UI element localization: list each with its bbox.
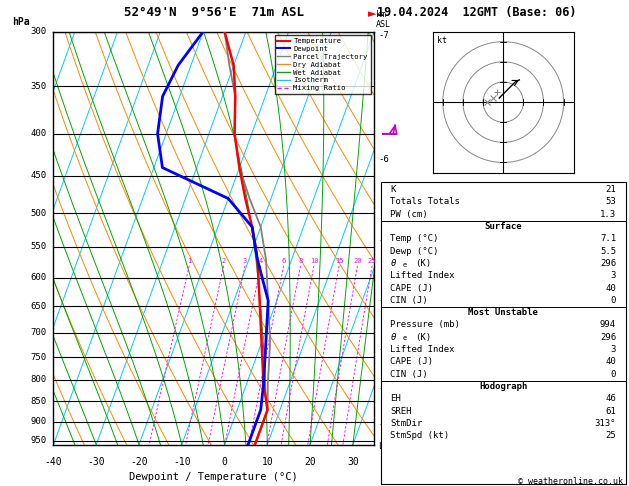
Text: 0: 0 <box>611 370 616 379</box>
Text: CIN (J): CIN (J) <box>391 370 428 379</box>
Text: 300: 300 <box>30 27 47 36</box>
Text: -30: -30 <box>87 457 105 467</box>
Text: 400: 400 <box>30 129 47 138</box>
Text: 550: 550 <box>30 243 47 251</box>
Text: 53: 53 <box>605 197 616 207</box>
Text: 2: 2 <box>221 258 226 264</box>
Text: 950: 950 <box>30 436 47 446</box>
Text: 4: 4 <box>259 258 263 264</box>
Text: 7.1: 7.1 <box>600 234 616 243</box>
Text: -3: -3 <box>378 346 389 354</box>
Text: kt: kt <box>437 36 447 45</box>
Text: K: K <box>391 185 396 194</box>
Text: 5.5: 5.5 <box>600 246 616 256</box>
Text: 750: 750 <box>30 352 47 362</box>
Text: Dewp (°C): Dewp (°C) <box>391 246 439 256</box>
Text: -6: -6 <box>378 155 389 164</box>
Text: -7: -7 <box>378 31 389 40</box>
Text: Most Unstable: Most Unstable <box>468 308 538 317</box>
Text: 52°49'N  9°56'E  71m ASL: 52°49'N 9°56'E 71m ASL <box>124 6 304 19</box>
Text: 296: 296 <box>600 333 616 342</box>
Text: StmDir: StmDir <box>391 419 423 428</box>
Text: (K): (K) <box>415 333 431 342</box>
Text: 25: 25 <box>368 258 376 264</box>
Text: hPa: hPa <box>13 17 30 27</box>
Text: 313°: 313° <box>594 419 616 428</box>
Text: Totals Totals: Totals Totals <box>391 197 460 207</box>
Text: 0: 0 <box>221 457 228 467</box>
Text: CAPE (J): CAPE (J) <box>391 283 433 293</box>
Text: 450: 450 <box>30 171 47 180</box>
Text: θ: θ <box>391 259 396 268</box>
Text: e: e <box>403 335 407 342</box>
Text: 900: 900 <box>30 417 47 426</box>
Text: (K): (K) <box>415 259 431 268</box>
Text: 21: 21 <box>605 185 616 194</box>
Text: Surface: Surface <box>484 222 522 231</box>
Text: 61: 61 <box>605 406 616 416</box>
Text: 3: 3 <box>611 271 616 280</box>
Text: 850: 850 <box>30 397 47 406</box>
Text: PW (cm): PW (cm) <box>391 210 428 219</box>
Text: 25: 25 <box>605 431 616 440</box>
Text: Dewpoint / Temperature (°C): Dewpoint / Temperature (°C) <box>130 471 298 482</box>
Text: -4: -4 <box>378 296 389 305</box>
Text: θ: θ <box>391 333 396 342</box>
Text: 15: 15 <box>335 258 343 264</box>
Text: e: e <box>403 261 407 268</box>
Text: 10: 10 <box>262 457 273 467</box>
Text: 500: 500 <box>30 208 47 218</box>
Text: 700: 700 <box>30 328 47 337</box>
Text: EH: EH <box>391 394 401 403</box>
Text: StmSpd (kt): StmSpd (kt) <box>391 431 450 440</box>
Text: Pressure (mb): Pressure (mb) <box>391 320 460 330</box>
Text: 20: 20 <box>353 258 362 264</box>
Text: 0: 0 <box>611 296 616 305</box>
Text: Lifted Index: Lifted Index <box>391 271 455 280</box>
Text: Hodograph: Hodograph <box>479 382 527 391</box>
Text: 1.3: 1.3 <box>600 210 616 219</box>
Text: 296: 296 <box>600 259 616 268</box>
Text: 1: 1 <box>187 258 191 264</box>
Text: -1: -1 <box>378 420 389 429</box>
Text: 8: 8 <box>298 258 303 264</box>
Text: 10: 10 <box>309 258 318 264</box>
Text: 994: 994 <box>600 320 616 330</box>
Text: 6: 6 <box>282 258 286 264</box>
Text: -40: -40 <box>45 457 62 467</box>
Text: 600: 600 <box>30 273 47 282</box>
Text: Temp (°C): Temp (°C) <box>391 234 439 243</box>
Text: 30: 30 <box>347 457 359 467</box>
Text: 40: 40 <box>605 283 616 293</box>
Text: 19.04.2024  12GMT (Base: 06): 19.04.2024 12GMT (Base: 06) <box>377 6 577 19</box>
Text: 800: 800 <box>30 376 47 384</box>
Text: 350: 350 <box>30 82 47 91</box>
Text: 40: 40 <box>605 357 616 366</box>
Text: CAPE (J): CAPE (J) <box>391 357 433 366</box>
FancyBboxPatch shape <box>381 182 626 484</box>
Text: km
ASL: km ASL <box>376 10 391 29</box>
Text: -5: -5 <box>378 236 389 245</box>
Text: Lifted Index: Lifted Index <box>391 345 455 354</box>
Text: CIN (J): CIN (J) <box>391 296 428 305</box>
Text: 20: 20 <box>304 457 316 467</box>
Text: ►: ► <box>367 9 376 19</box>
Text: © weatheronline.co.uk: © weatheronline.co.uk <box>518 476 623 486</box>
Text: -2: -2 <box>378 384 389 393</box>
Text: 3: 3 <box>611 345 616 354</box>
Text: 46: 46 <box>605 394 616 403</box>
Legend: Temperature, Dewpoint, Parcel Trajectory, Dry Adiabat, Wet Adiabat, Isotherm, Mi: Temperature, Dewpoint, Parcel Trajectory… <box>275 35 370 94</box>
Text: -10: -10 <box>173 457 191 467</box>
Text: 650: 650 <box>30 302 47 311</box>
Text: SREH: SREH <box>391 406 412 416</box>
Text: LCL: LCL <box>378 442 393 451</box>
Text: 3: 3 <box>243 258 247 264</box>
Text: -20: -20 <box>130 457 148 467</box>
